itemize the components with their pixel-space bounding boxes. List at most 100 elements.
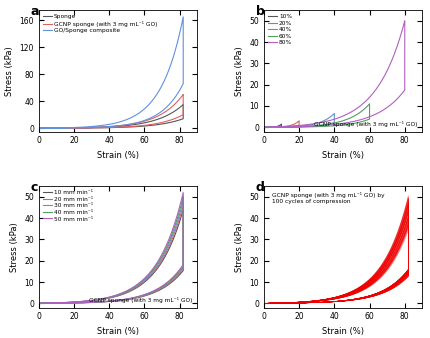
40%	[331, 112, 336, 116]
GO/Sponge composite	[132, 121, 137, 125]
Y-axis label: Stress (kPa): Stress (kPa)	[234, 46, 243, 96]
20 mm min⁻¹	[107, 299, 112, 304]
40 mm min⁻¹	[180, 195, 185, 199]
20%	[273, 125, 278, 129]
GO/Sponge composite	[167, 66, 172, 70]
20%	[296, 119, 301, 123]
80%	[376, 110, 381, 114]
Sponge	[36, 126, 41, 130]
30 mm min⁻¹	[36, 301, 41, 305]
60%	[315, 123, 320, 127]
20%	[284, 125, 289, 129]
60%	[331, 124, 336, 128]
50 mm min⁻¹	[154, 287, 160, 291]
Line: 20%: 20%	[263, 121, 298, 127]
20 mm min⁻¹	[36, 301, 41, 305]
10 mm min⁻¹	[36, 301, 41, 305]
10%	[269, 125, 274, 129]
Text: a: a	[31, 5, 39, 18]
60%	[313, 125, 318, 129]
40 mm min⁻¹	[167, 238, 172, 242]
GO/Sponge composite	[154, 113, 160, 117]
40 mm min⁻¹	[154, 288, 160, 292]
10%	[261, 125, 266, 129]
50 mm min⁻¹	[132, 295, 137, 299]
GCNP sponge (with 3 mg mL⁻¹ GO)	[167, 106, 172, 111]
60%	[298, 124, 303, 128]
Line: 10%: 10%	[263, 124, 281, 127]
Text: d: d	[255, 181, 264, 194]
20 mm min⁻¹	[154, 289, 160, 293]
GCNP sponge (with 3 mg mL⁻¹ GO)	[132, 124, 137, 128]
40 mm min⁻¹	[87, 299, 92, 303]
60%	[261, 125, 266, 129]
Line: 50 mm min⁻¹: 50 mm min⁻¹	[39, 193, 183, 303]
60%	[356, 111, 361, 115]
40%	[297, 124, 302, 128]
30 mm min⁻¹	[87, 299, 92, 303]
Y-axis label: Stress (kPa): Stress (kPa)	[234, 222, 243, 272]
30 mm min⁻¹	[36, 301, 41, 305]
40 mm min⁻¹	[36, 301, 41, 305]
50 mm min⁻¹	[36, 301, 41, 305]
20 mm min⁻¹	[111, 295, 116, 299]
Sponge	[154, 123, 160, 127]
Y-axis label: Stress (kPa): Stress (kPa)	[9, 222, 18, 272]
60%	[347, 122, 352, 126]
Sponge	[87, 125, 92, 129]
50 mm min⁻¹	[180, 191, 185, 195]
30 mm min⁻¹	[180, 199, 185, 203]
40 mm min⁻¹	[107, 299, 112, 303]
10%	[267, 125, 272, 129]
20 mm min⁻¹	[167, 243, 172, 247]
20 mm min⁻¹	[132, 296, 137, 300]
20%	[289, 124, 295, 128]
20 mm min⁻¹	[87, 299, 92, 303]
20 mm min⁻¹	[36, 301, 41, 305]
10%	[272, 125, 277, 129]
Line: 10 mm min⁻¹: 10 mm min⁻¹	[39, 210, 183, 303]
GCNP sponge (with 3 mg mL⁻¹ GO)	[154, 121, 160, 125]
30 mm min⁻¹	[132, 296, 137, 300]
Sponge	[132, 125, 137, 129]
20%	[261, 125, 266, 129]
10 mm min⁻¹	[107, 299, 112, 304]
Y-axis label: Stress (kPa): Stress (kPa)	[5, 46, 14, 96]
Text: c: c	[31, 181, 38, 194]
Legend: 10%, 20%, 40%, 60%, 80%: 10%, 20%, 40%, 60%, 80%	[266, 13, 293, 47]
10%	[276, 123, 282, 127]
Text: GCNP sponge (with 3 mg mL⁻¹ GO): GCNP sponge (with 3 mg mL⁻¹ GO)	[89, 297, 192, 303]
10 mm min⁻¹	[154, 289, 160, 293]
10%	[261, 125, 266, 129]
80%	[261, 125, 266, 129]
20%	[292, 121, 298, 125]
GCNP sponge (with 3 mg mL⁻¹ GO)	[111, 124, 116, 128]
GCNP sponge (with 3 mg mL⁻¹ GO)	[87, 125, 92, 129]
Line: 30 mm min⁻¹: 30 mm min⁻¹	[39, 201, 183, 303]
10 mm min⁻¹	[167, 245, 172, 249]
X-axis label: Strain (%): Strain (%)	[97, 327, 139, 336]
10%	[275, 125, 280, 129]
X-axis label: Strain (%): Strain (%)	[321, 151, 363, 160]
80%	[330, 123, 335, 127]
20 mm min⁻¹	[180, 203, 185, 208]
Sponge	[180, 102, 185, 106]
Line: 60%: 60%	[263, 104, 369, 127]
40 mm min⁻¹	[111, 294, 116, 298]
30 mm min⁻¹	[107, 299, 112, 303]
20%	[279, 125, 284, 129]
Line: 40%: 40%	[263, 114, 334, 127]
GCNP sponge (with 3 mg mL⁻¹ GO)	[107, 125, 112, 129]
30 mm min⁻¹	[167, 240, 172, 244]
50 mm min⁻¹	[36, 301, 41, 305]
GCNP sponge (with 3 mg mL⁻¹ GO)	[180, 92, 185, 96]
10 mm min⁻¹	[132, 296, 137, 300]
30 mm min⁻¹	[154, 288, 160, 292]
10%	[270, 125, 275, 129]
Line: 20 mm min⁻¹: 20 mm min⁻¹	[39, 206, 183, 303]
Legend: 10 mm min⁻¹, 20 mm min⁻¹, 30 mm min⁻¹, 40 mm min⁻¹, 50 mm min⁻¹: 10 mm min⁻¹, 20 mm min⁻¹, 30 mm min⁻¹, 4…	[42, 189, 94, 223]
50 mm min⁻¹	[107, 299, 112, 303]
10 mm min⁻¹	[36, 301, 41, 305]
60%	[261, 125, 266, 129]
Line: Sponge: Sponge	[39, 104, 183, 128]
